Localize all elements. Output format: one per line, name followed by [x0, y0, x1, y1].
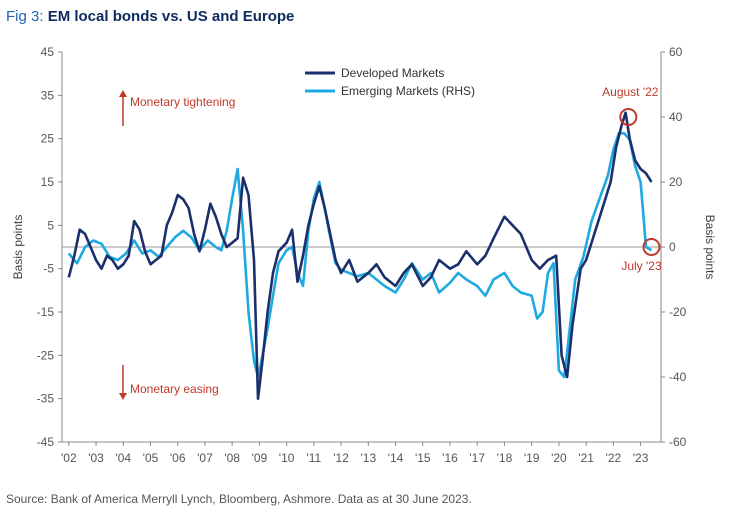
figure-number: Fig 3: [6, 8, 44, 25]
x-tick-label: '04 [115, 451, 131, 465]
x-tick-label: '03 [88, 451, 104, 465]
right-tick-label: 40 [669, 110, 683, 124]
easing-arrow-head [119, 393, 127, 400]
series-layer [67, 111, 653, 401]
x-tick-label: '17 [469, 451, 485, 465]
monetary-tightening-label: Monetary tightening [130, 95, 235, 109]
right-tick-label: -40 [669, 370, 687, 384]
emerging-markets-line [67, 132, 653, 379]
legend-label: Emerging Markets (RHS) [341, 84, 475, 98]
legend: Developed Markets Emerging Markets (RHS) [305, 66, 475, 98]
august-22-marker [619, 108, 638, 126]
left-tick-label: 5 [47, 218, 54, 232]
left-tick-label: -15 [37, 305, 55, 319]
x-tick-label: '02 [61, 451, 77, 465]
x-tick-label: '18 [497, 451, 513, 465]
x-tick-label: '13 [360, 451, 376, 465]
left-tick-label: -45 [37, 435, 55, 449]
x-tick-label: '08 [224, 451, 240, 465]
x-tick-label: '10 [279, 451, 295, 465]
x-tick-label: '15 [415, 451, 431, 465]
x-axis-ticks: '02 '03 '04 '05 '06 '07 '08 '09 '10 '11 '12 '13 '14 '… [61, 442, 649, 465]
x-tick-label: '05 [143, 451, 159, 465]
right-tick-label: 0 [669, 240, 676, 254]
legend-label: Developed Markets [341, 66, 444, 80]
developed-markets-line [67, 111, 653, 401]
right-tick-label: -20 [669, 305, 687, 319]
x-tick-label: '21 [578, 451, 594, 465]
x-tick-label: '06 [170, 451, 186, 465]
x-tick-label: '14 [388, 451, 404, 465]
tightening-arrow-head [119, 90, 127, 97]
x-tick-label: '09 [252, 451, 268, 465]
x-tick-label: '11 [306, 451, 321, 465]
x-tick-label: '22 [606, 451, 622, 465]
left-tick-label: -5 [43, 262, 54, 276]
july-23-label: July '23 [621, 259, 662, 273]
x-tick-label: '12 [333, 451, 349, 465]
source-note: Source: Bank of America Merryll Lynch, B… [6, 492, 472, 506]
annotations: Monetary tightening Monetary easing August… [119, 85, 662, 400]
right-axis-title: Basis points [703, 215, 717, 280]
left-tick-label: 25 [41, 132, 55, 146]
x-tick-label: '16 [442, 451, 458, 465]
august-22-label: August '22 [602, 85, 659, 99]
left-tick-label: 35 [41, 88, 55, 102]
left-tick-label: -25 [37, 348, 55, 362]
july-23-marker [642, 238, 661, 256]
right-tick-label: 60 [669, 45, 683, 59]
x-tick-label: '20 [551, 451, 567, 465]
right-axis-ticks: 60 40 20 0 -20 -40 -60 Basis points [661, 45, 717, 449]
x-tick-label: '23 [633, 451, 649, 465]
left-axis-ticks: 45 35 25 15 5 -5 -15 -25 -35 -45 Basis points [11, 45, 62, 449]
left-tick-label: 15 [41, 175, 55, 189]
x-tick-label: '07 [197, 451, 213, 465]
figure-title: Fig 3: EM local bonds vs. US and Europe [6, 8, 294, 25]
right-tick-label: 20 [669, 175, 683, 189]
left-tick-label: -35 [37, 392, 55, 406]
left-axis-title: Basis points [11, 215, 25, 280]
right-tick-label: -60 [669, 435, 687, 449]
monetary-easing-label: Monetary easing [130, 382, 219, 396]
figure-title-text: EM local bonds vs. US and Europe [47, 8, 295, 25]
x-tick-label: '19 [524, 451, 540, 465]
left-tick-label: 45 [41, 45, 55, 59]
